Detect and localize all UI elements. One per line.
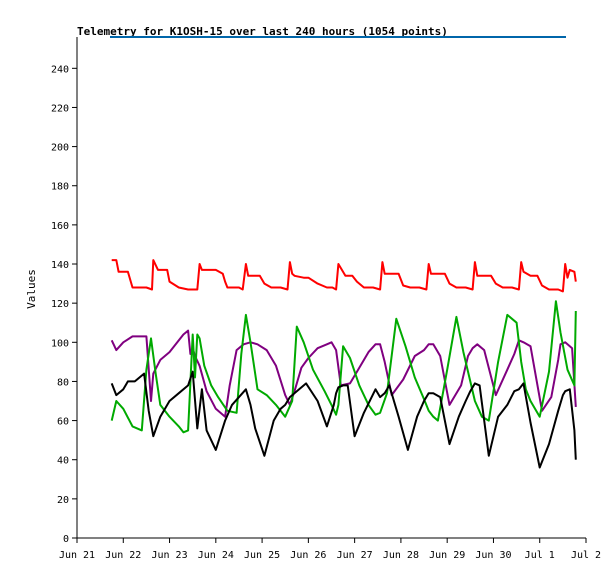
x-tick-label: Jul 1 [525, 550, 555, 561]
y-tick-label: 140 [51, 260, 69, 271]
x-tick-label: Jul 2 [571, 550, 601, 561]
y-axis-label: Values [25, 269, 38, 309]
y-tick-label: 100 [51, 338, 69, 349]
x-tick-label: Jun 25 [244, 550, 280, 561]
y-tick-label: 40 [57, 456, 69, 467]
x-tick-label: Jun 30 [475, 550, 511, 561]
y-tick-label: 240 [51, 64, 69, 75]
y-tick-label: 20 [57, 495, 69, 506]
chart-title: Telemetry for K1OSH-15 over last 240 hou… [77, 25, 448, 38]
x-tick-label: Jun 23 [151, 550, 187, 561]
y-tick-label: 120 [51, 299, 69, 310]
series-lines [110, 259, 577, 469]
series-line-1 [111, 259, 577, 293]
x-tick-label: Jun 21 [59, 550, 95, 561]
y-axis-ticks: 0 20 40 60 80 100 120 140 160 180 200 220 240 [51, 64, 77, 545]
y-tick-label: 60 [57, 417, 69, 428]
axes [76, 37, 586, 539]
series-line-2 [110, 329, 577, 418]
y-tick-label: 160 [51, 221, 69, 232]
y-tick-label: 180 [51, 182, 69, 193]
series-line-3 [110, 300, 577, 434]
x-tick-label: Jun 28 [383, 550, 419, 561]
x-axis-ticks: Jun 21 Jun 22 Jun 23 Jun 24 Jun 25 Jun 26 Jun … [59, 538, 601, 561]
y-tick-label: 0 [63, 534, 69, 545]
x-tick-label: Jun 24 [198, 550, 234, 561]
x-tick-label: Jun 22 [105, 550, 141, 561]
series-line-4 [110, 370, 577, 469]
y-tick-label: 200 [51, 143, 69, 154]
x-tick-label: Jun 27 [337, 550, 373, 561]
y-tick-label: 80 [57, 377, 69, 388]
x-tick-label: Jun 26 [290, 550, 326, 561]
x-tick-label: Jun 29 [429, 550, 465, 561]
y-tick-label: 220 [51, 103, 69, 114]
